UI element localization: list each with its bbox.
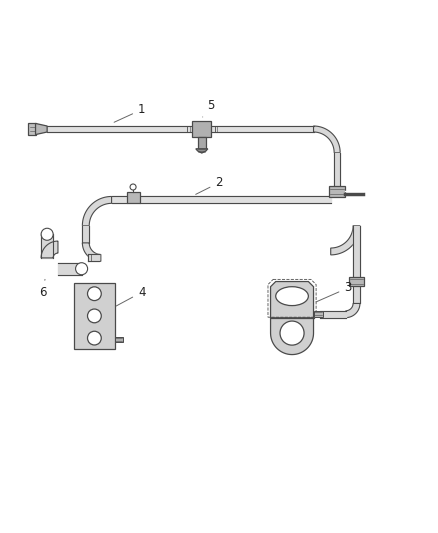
Ellipse shape (276, 287, 308, 305)
Polygon shape (271, 318, 314, 354)
Polygon shape (349, 277, 364, 286)
Text: 3: 3 (316, 281, 352, 302)
Polygon shape (35, 124, 47, 135)
Polygon shape (74, 282, 115, 349)
Polygon shape (314, 311, 323, 317)
Polygon shape (192, 122, 211, 137)
Circle shape (41, 228, 53, 240)
Text: 4: 4 (116, 286, 145, 306)
Polygon shape (271, 281, 314, 318)
Polygon shape (271, 318, 314, 333)
Polygon shape (198, 137, 206, 149)
Polygon shape (329, 186, 345, 197)
Text: 2: 2 (196, 176, 223, 195)
Circle shape (88, 331, 101, 345)
Circle shape (76, 263, 88, 274)
Text: 5: 5 (203, 99, 214, 117)
Text: 6: 6 (39, 279, 46, 299)
Circle shape (280, 321, 304, 345)
Polygon shape (346, 303, 360, 318)
Circle shape (88, 287, 101, 301)
Polygon shape (331, 225, 360, 255)
Text: 1: 1 (114, 103, 145, 122)
Polygon shape (41, 241, 58, 258)
Polygon shape (127, 192, 140, 203)
Polygon shape (314, 126, 340, 152)
Polygon shape (115, 337, 123, 342)
Polygon shape (82, 243, 101, 261)
Circle shape (88, 309, 101, 323)
Polygon shape (82, 197, 112, 225)
Polygon shape (196, 149, 208, 153)
Polygon shape (28, 124, 35, 135)
Circle shape (130, 184, 136, 190)
